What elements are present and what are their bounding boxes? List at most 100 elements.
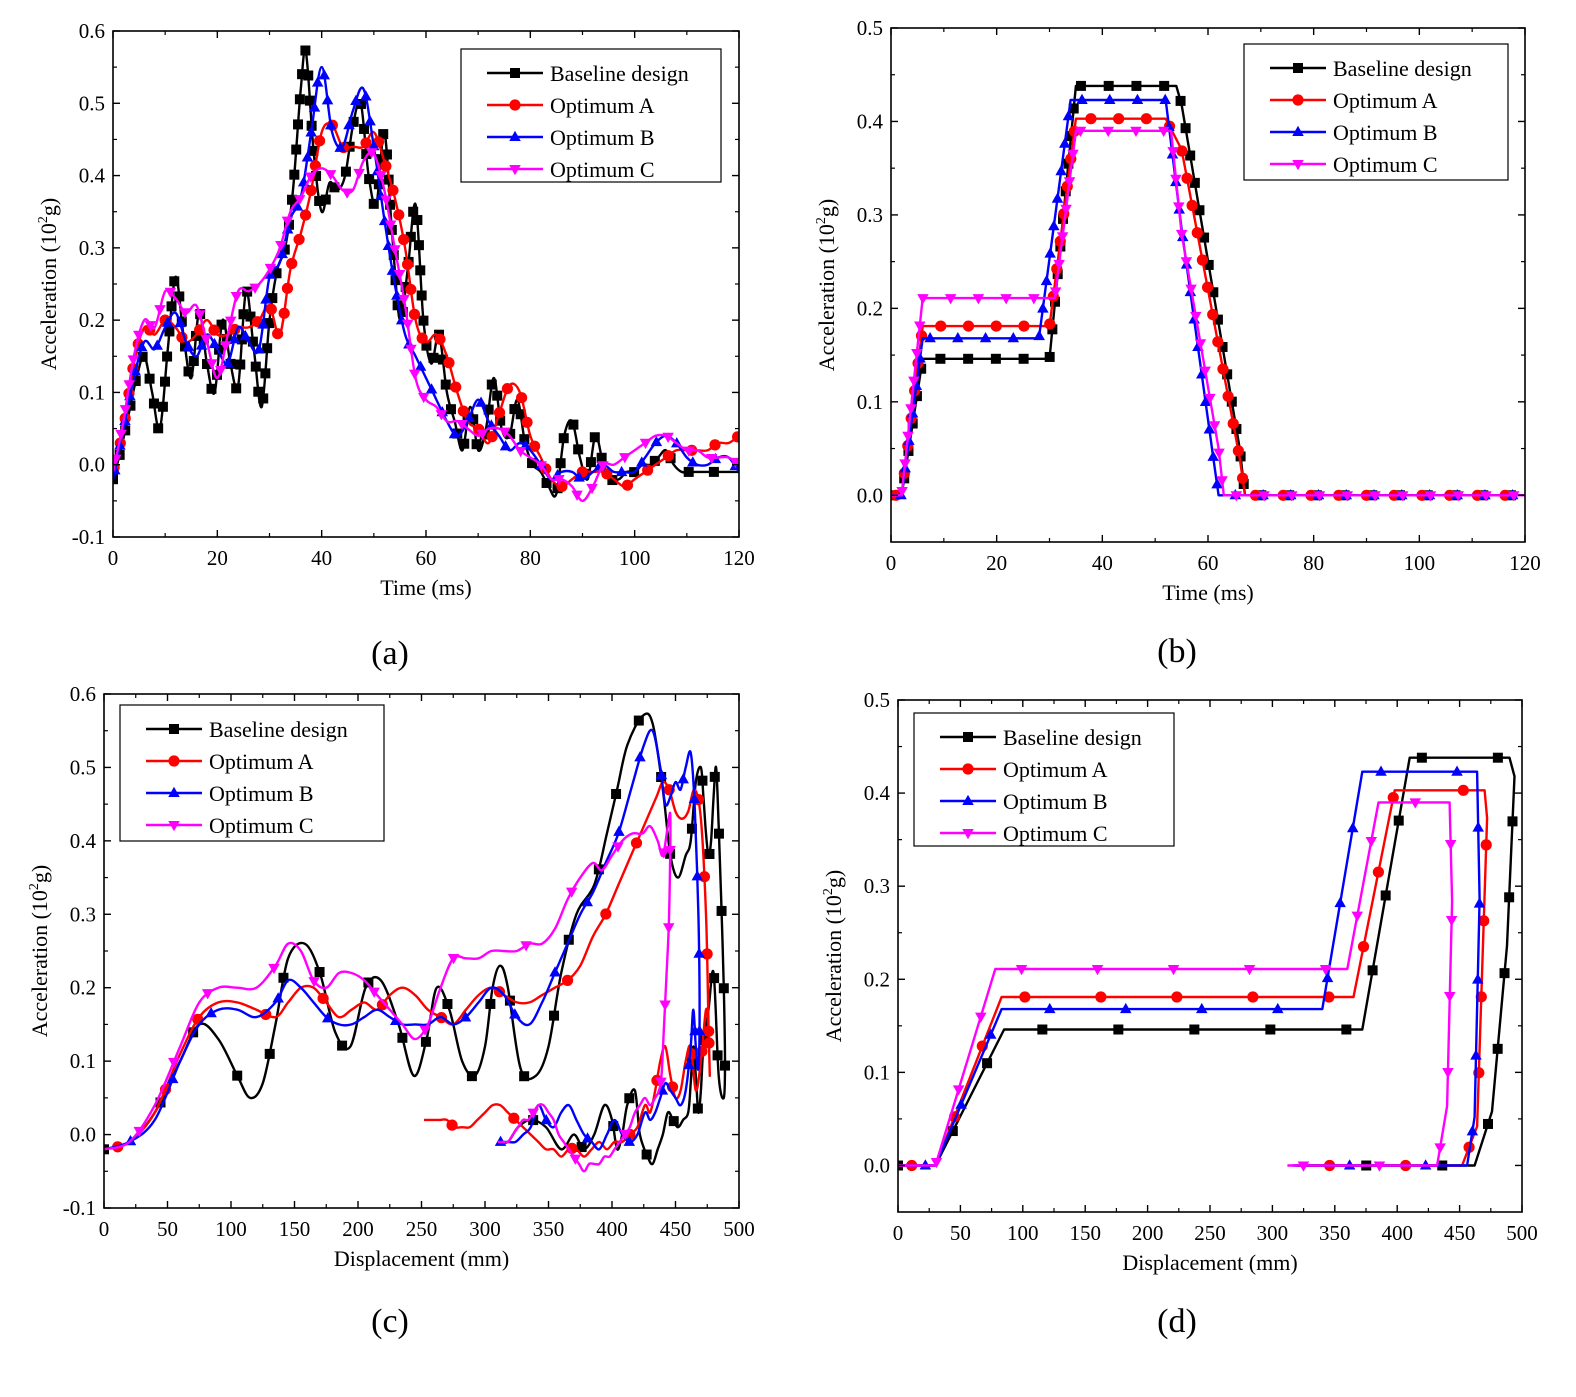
data-point	[677, 773, 689, 784]
data-point	[1000, 294, 1012, 305]
data-point	[683, 1058, 695, 1070]
data-point	[1028, 294, 1040, 305]
data-point	[343, 119, 355, 130]
data-point	[287, 194, 298, 205]
data-point	[408, 369, 421, 380]
data-point	[317, 992, 329, 1005]
data-point	[119, 405, 132, 416]
series-triangle-up	[898, 765, 1486, 1170]
data-point	[483, 404, 494, 415]
data-point	[1451, 765, 1463, 776]
data-point	[1044, 247, 1056, 258]
data-point	[281, 282, 294, 294]
data-point	[581, 1132, 594, 1143]
series-square	[898, 752, 1518, 1171]
data-point	[1442, 1067, 1454, 1079]
data-point	[613, 825, 625, 836]
series-line	[898, 801, 1454, 1167]
data-point	[1196, 254, 1209, 266]
legend: Baseline design Optimum A Optimum B Optimum…	[1243, 43, 1509, 181]
data-point	[200, 334, 212, 345]
data-point	[398, 294, 410, 306]
series-line	[104, 811, 672, 1173]
panel-label: (d)	[1157, 1303, 1197, 1340]
legend: Baseline design Optimum A Optimum B Optimum…	[913, 712, 1175, 847]
data-point	[1119, 1002, 1132, 1014]
data-point	[416, 290, 427, 301]
data-point	[1365, 836, 1378, 848]
data-point	[944, 294, 957, 305]
data-point	[1113, 1024, 1124, 1035]
y-axis-label-end: g)	[814, 199, 839, 217]
data-point	[555, 458, 566, 469]
data-point	[1482, 1118, 1493, 1129]
data-point	[1175, 229, 1188, 241]
data-point	[305, 126, 317, 137]
data-point	[417, 392, 430, 404]
x-tick-label: 80	[1303, 551, 1324, 575]
data-point	[709, 973, 720, 984]
chart-panel-2: 0 20 40 60 80 100 120 0.0 0.1 0.2 0.3 0.4 0.5 Time (m…	[814, 16, 1541, 670]
data-point	[166, 1072, 179, 1084]
data-point	[521, 416, 533, 428]
data-point	[924, 332, 936, 343]
data-point	[508, 1112, 520, 1124]
data-point	[709, 439, 721, 451]
data-point	[471, 439, 482, 450]
x-tick-label: 300	[1257, 1221, 1289, 1245]
data-point	[1196, 368, 1208, 379]
y-tick-label: 0.1	[857, 390, 883, 414]
y-tick-label: 0.2	[79, 308, 105, 332]
data-point	[1167, 147, 1179, 158]
data-point	[1334, 896, 1346, 908]
data-point	[568, 419, 579, 430]
data-point	[208, 324, 220, 336]
data-point	[1091, 965, 1104, 976]
data-point	[1049, 287, 1062, 298]
series-line	[898, 756, 1516, 1167]
legend-marker	[168, 755, 180, 767]
data-point	[1341, 491, 1354, 502]
data-point	[222, 357, 234, 368]
data-point	[228, 332, 241, 344]
data-point	[1375, 765, 1387, 776]
data-point	[1480, 491, 1492, 502]
y-tick-label: 0.3	[864, 874, 890, 898]
data-point	[276, 247, 288, 259]
data-point	[264, 263, 277, 275]
legend-box	[119, 704, 385, 842]
data-point	[1159, 93, 1171, 104]
data-point	[692, 1103, 703, 1114]
data-point	[320, 194, 331, 205]
data-point	[1470, 1049, 1482, 1060]
data-point	[1171, 991, 1183, 1003]
data-point	[249, 283, 261, 294]
data-point	[380, 195, 392, 206]
data-point	[719, 1060, 730, 1071]
data-point	[260, 1008, 272, 1021]
data-point	[412, 215, 423, 226]
x-tick-label: 200	[342, 1217, 374, 1241]
x-tick-label: 500	[723, 1217, 755, 1241]
data-point	[169, 276, 180, 287]
data-point	[1157, 126, 1170, 138]
data-point	[419, 1025, 431, 1036]
data-point	[408, 308, 421, 320]
data-point	[378, 129, 389, 140]
y-tick-label: 0.4	[864, 781, 891, 805]
x-tick-label: 0	[893, 1221, 904, 1245]
data-point	[299, 209, 312, 221]
series-triangle-down	[898, 798, 1458, 1172]
data-point	[952, 332, 964, 343]
legend-entry: Optimum B	[209, 781, 314, 806]
data-point	[1140, 113, 1152, 125]
data-point	[659, 1000, 671, 1011]
data-point	[157, 401, 168, 412]
data-point	[1357, 941, 1370, 953]
data-point	[990, 320, 1002, 332]
data-point	[1258, 491, 1270, 502]
data-point	[1393, 815, 1404, 826]
x-tick-label: 20	[986, 551, 1007, 575]
x-tick-label: 450	[660, 1217, 692, 1241]
data-point	[281, 216, 294, 227]
